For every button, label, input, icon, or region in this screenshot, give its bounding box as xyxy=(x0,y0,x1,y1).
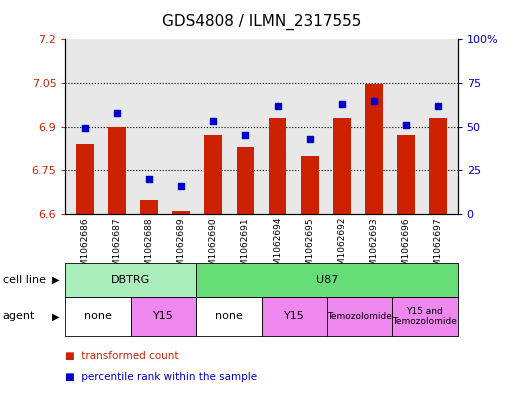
Point xyxy=(402,122,411,128)
Text: U87: U87 xyxy=(316,275,338,285)
Bar xyxy=(269,118,287,214)
Bar xyxy=(108,127,126,214)
Text: none: none xyxy=(84,311,112,321)
Point xyxy=(434,103,442,109)
Text: ▶: ▶ xyxy=(52,311,60,321)
Point xyxy=(274,103,282,109)
Point xyxy=(81,125,89,132)
Text: Y15: Y15 xyxy=(284,311,304,321)
Text: Y15: Y15 xyxy=(153,311,174,321)
Text: Y15 and
Temozolomide: Y15 and Temozolomide xyxy=(392,307,458,326)
Bar xyxy=(301,156,319,214)
Bar xyxy=(333,118,351,214)
Bar xyxy=(236,147,254,214)
Text: none: none xyxy=(215,311,243,321)
Bar xyxy=(397,136,415,214)
Text: DBTRG: DBTRG xyxy=(111,275,151,285)
Text: ■  transformed count: ■ transformed count xyxy=(65,351,179,361)
Point xyxy=(370,97,378,104)
Bar xyxy=(429,118,447,214)
Bar xyxy=(76,144,94,214)
Point xyxy=(145,176,153,182)
Text: ■  percentile rank within the sample: ■ percentile rank within the sample xyxy=(65,372,257,382)
Text: Temozolomide: Temozolomide xyxy=(327,312,392,321)
Text: GDS4808 / ILMN_2317555: GDS4808 / ILMN_2317555 xyxy=(162,14,361,30)
Bar xyxy=(172,211,190,214)
Bar xyxy=(204,136,222,214)
Bar xyxy=(365,84,383,214)
Point xyxy=(177,183,185,189)
Point xyxy=(112,110,121,116)
Text: agent: agent xyxy=(3,311,35,321)
Point xyxy=(338,101,346,107)
Point xyxy=(305,136,314,142)
Point xyxy=(241,132,249,139)
Point xyxy=(209,118,218,125)
Text: cell line: cell line xyxy=(3,275,46,285)
Bar xyxy=(140,200,158,214)
Text: ▶: ▶ xyxy=(52,275,60,285)
